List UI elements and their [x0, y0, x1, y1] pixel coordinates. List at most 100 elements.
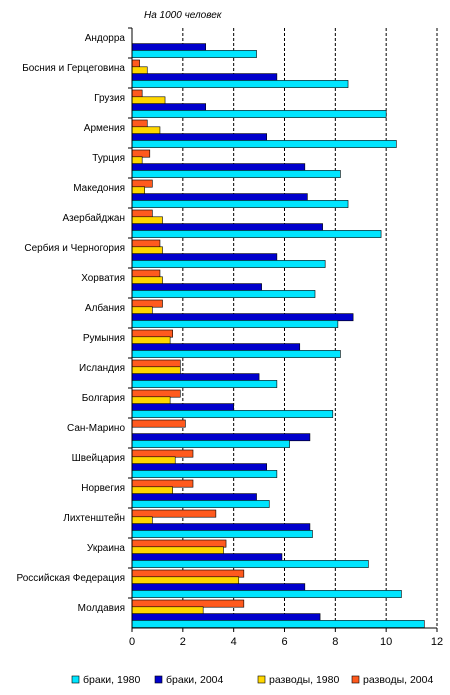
bar — [131, 613, 321, 622]
bar — [131, 200, 349, 208]
bar — [131, 66, 148, 75]
bar — [131, 329, 173, 338]
bar — [131, 209, 153, 218]
x-tick-labels: 0 2 4 6 8 10 12 — [129, 636, 443, 648]
x-tick-label: 8 — [332, 636, 338, 648]
bar — [131, 606, 204, 615]
x-tick-label: 0 — [129, 636, 135, 648]
bar — [131, 50, 257, 58]
bar — [131, 553, 283, 562]
bar — [131, 433, 311, 442]
bar — [131, 290, 316, 298]
bar — [131, 500, 270, 508]
bar — [131, 149, 151, 158]
bar — [131, 260, 326, 268]
bar — [131, 530, 313, 538]
category-label: Молдавия — [78, 603, 125, 614]
legend-label: разводы, 1980 — [269, 674, 339, 686]
bar — [131, 96, 166, 105]
bar — [131, 283, 262, 292]
legend-swatch — [154, 675, 163, 684]
bar — [131, 599, 245, 608]
bar — [131, 59, 140, 68]
bar — [131, 516, 153, 525]
x-tick-label: 4 — [231, 636, 237, 648]
bar — [131, 560, 369, 568]
bar — [131, 163, 306, 172]
category-label: Исландия — [79, 363, 125, 374]
unit-label: На 1000 человек — [144, 10, 223, 21]
bar — [131, 493, 257, 502]
category-labels: Андорра Босния и Герцеговина Грузия Армения… — [16, 33, 125, 614]
bar — [131, 103, 207, 112]
bar — [131, 359, 181, 368]
bar — [131, 276, 163, 285]
x-tick-label: 12 — [431, 636, 443, 648]
bar — [131, 133, 268, 142]
category-label: Сан-Марино — [67, 423, 125, 434]
category-label: Лихтенштейн — [63, 513, 125, 524]
bar — [131, 576, 240, 585]
bar — [131, 43, 207, 52]
category-label: Сербия и Черногория — [24, 242, 125, 254]
bars — [131, 43, 425, 628]
bar — [131, 216, 163, 225]
bar — [131, 620, 425, 628]
legend-label: разводы, 2004 — [363, 674, 433, 686]
category-label: Азербайджан — [62, 212, 125, 224]
category-label: Румыния — [83, 333, 125, 344]
bar — [131, 126, 161, 135]
bar — [131, 73, 278, 82]
bar — [131, 396, 171, 405]
bar — [131, 410, 334, 418]
bar — [131, 110, 387, 118]
bar — [131, 246, 163, 255]
category-label: Армения — [84, 123, 125, 134]
bar — [131, 156, 143, 165]
bar — [131, 119, 148, 128]
category-label: Македония — [73, 183, 125, 194]
bar — [131, 449, 194, 458]
legend-swatch — [71, 675, 80, 684]
bar — [131, 456, 176, 465]
category-label: Андорра — [85, 33, 126, 44]
category-label: Хорватия — [81, 273, 125, 284]
bar — [131, 440, 290, 448]
x-tick-label: 10 — [380, 636, 392, 648]
x-tick-label: 2 — [180, 636, 186, 648]
bar — [131, 546, 224, 555]
bar — [131, 350, 341, 358]
bar — [131, 320, 339, 328]
legend-label: браки, 2004 — [166, 674, 224, 686]
category-label: Российская Федерация — [16, 573, 125, 584]
bar — [131, 89, 143, 98]
bar — [131, 569, 245, 578]
bar — [131, 170, 341, 178]
category-label: Швейцария — [72, 453, 125, 464]
category-label: Норвегия — [81, 483, 125, 494]
bar — [131, 470, 278, 478]
bar — [131, 269, 161, 278]
grid-lines — [182, 28, 438, 628]
bar — [131, 583, 306, 592]
bar — [131, 313, 354, 322]
category-label: Турция — [92, 153, 125, 164]
axes — [128, 27, 438, 632]
bar — [131, 380, 278, 388]
bar — [131, 306, 153, 315]
bar — [131, 463, 268, 472]
bar — [131, 523, 311, 532]
bar — [131, 223, 323, 232]
bar — [131, 343, 301, 352]
legend-swatch — [351, 675, 360, 684]
bar — [131, 419, 186, 428]
bar — [131, 486, 173, 495]
category-label: Албания — [85, 302, 125, 314]
bar — [131, 336, 171, 345]
bar — [131, 403, 234, 412]
bar — [131, 230, 382, 238]
bar — [131, 509, 217, 518]
bar — [131, 479, 194, 488]
category-label: Грузия — [94, 93, 125, 104]
